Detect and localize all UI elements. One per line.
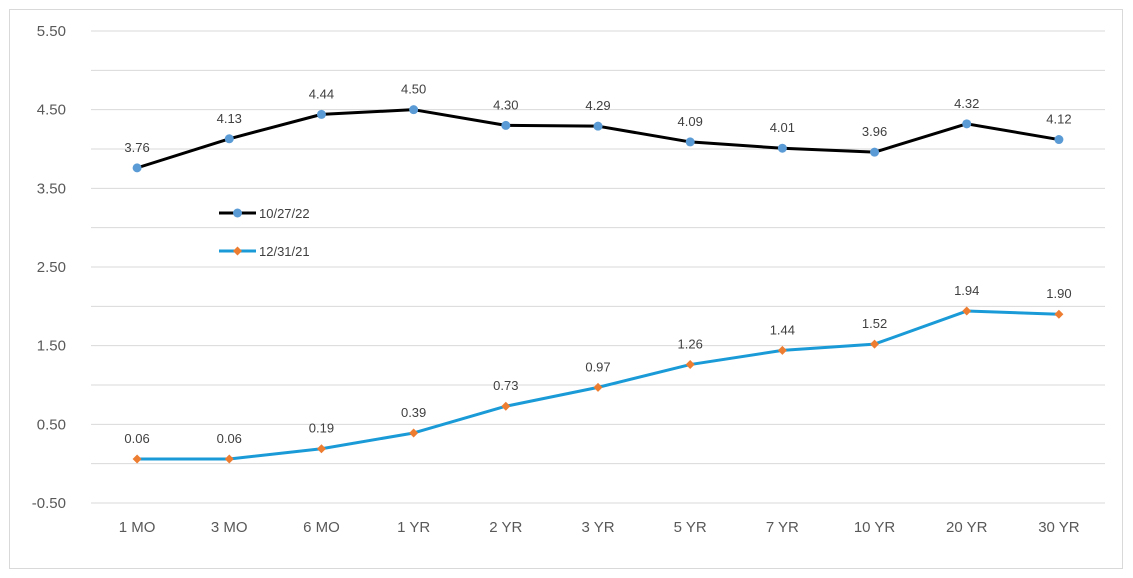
data-point xyxy=(316,444,326,454)
x-tick-label: 2 YR xyxy=(489,519,522,536)
y-tick-label: 1.50 xyxy=(37,338,66,355)
data-label: 1.44 xyxy=(770,322,795,337)
data-label: 0.73 xyxy=(493,378,518,393)
x-tick-label: 6 MO xyxy=(303,519,340,536)
x-tick-label: 3 YR xyxy=(581,519,614,536)
data-label: 4.09 xyxy=(678,114,703,129)
data-point xyxy=(132,454,142,464)
data-point xyxy=(409,428,419,438)
data-point xyxy=(685,137,695,147)
x-axis-labels: 1 MO 3 MO 6 MO 1 YR 2 YR 3 YR 5 YR 7 YR 10 YR 20 … xyxy=(119,519,1080,536)
data-label: 4.13 xyxy=(217,111,242,126)
data-label: 1.94 xyxy=(954,283,979,298)
legend-label: 12/31/21 xyxy=(259,244,310,259)
data-label: 4.50 xyxy=(401,82,426,97)
data-point xyxy=(962,306,972,316)
chart-frame xyxy=(9,9,1123,569)
y-tick-label: -0.50 xyxy=(32,495,66,512)
data-label: 0.06 xyxy=(124,431,149,446)
data-point xyxy=(501,401,511,411)
x-tick-label: 1 YR xyxy=(397,519,430,536)
x-tick-label: 7 YR xyxy=(766,519,799,536)
data-label: 3.76 xyxy=(124,140,149,155)
series-secondary: 0.06 0.06 0.19 0.39 0.73 0.97 1.26 1.44 1.52 1.94… xyxy=(124,283,1072,464)
y-tick-label: 3.50 xyxy=(37,180,66,197)
data-point xyxy=(870,339,880,349)
y-tick-label: 0.50 xyxy=(37,416,66,433)
x-tick-label: 20 YR xyxy=(946,519,988,536)
data-label: 1.52 xyxy=(862,316,887,331)
data-label: 0.39 xyxy=(401,405,426,420)
gridlines xyxy=(91,30,1105,504)
data-point xyxy=(501,120,511,130)
data-label: 1.26 xyxy=(678,337,703,352)
data-label: 0.06 xyxy=(217,431,242,446)
data-point xyxy=(777,345,787,355)
data-point xyxy=(962,119,972,129)
data-label: 3.96 xyxy=(862,124,887,139)
x-tick-label: 10 YR xyxy=(854,519,896,536)
data-label: 4.29 xyxy=(585,98,610,113)
x-tick-label: 5 YR xyxy=(674,519,707,536)
data-point xyxy=(685,360,695,370)
data-point xyxy=(409,105,419,115)
y-tick-label: 5.50 xyxy=(37,23,66,40)
data-label: 0.97 xyxy=(585,359,610,374)
data-point xyxy=(316,109,326,119)
data-label: 4.32 xyxy=(954,96,979,111)
data-point xyxy=(132,163,142,173)
x-tick-label: 3 MO xyxy=(211,519,248,536)
data-label: 4.44 xyxy=(309,86,334,101)
legend-label: 10/27/22 xyxy=(259,206,310,221)
legend-marker xyxy=(233,246,242,256)
legend-item: 12/31/21 xyxy=(219,244,310,259)
data-point xyxy=(1054,309,1064,319)
legend-marker xyxy=(233,208,242,218)
data-label: 1.90 xyxy=(1046,286,1071,301)
data-point xyxy=(777,143,787,153)
x-tick-label: 30 YR xyxy=(1038,519,1080,536)
data-point xyxy=(1054,135,1064,145)
y-tick-label: 4.50 xyxy=(37,102,66,119)
data-point xyxy=(593,121,603,131)
legend: 10/27/22 12/31/21 xyxy=(219,206,310,259)
legend-item: 10/27/22 xyxy=(219,206,310,221)
series-line xyxy=(135,108,1061,170)
data-label: 4.01 xyxy=(770,120,795,135)
data-point xyxy=(224,454,234,464)
data-label: 0.19 xyxy=(309,421,334,436)
y-axis-labels: 5.50 4.50 3.50 2.50 1.50 0.50 -0.50 xyxy=(32,23,66,512)
y-tick-label: 2.50 xyxy=(37,259,66,276)
data-point xyxy=(870,147,880,157)
data-label: 4.12 xyxy=(1046,112,1071,127)
series-primary: 3.76 4.13 4.44 4.50 4.30 4.29 4.09 4.01 3.96 4.32… xyxy=(124,82,1072,173)
x-tick-label: 1 MO xyxy=(119,519,156,536)
data-point xyxy=(593,382,603,392)
data-point xyxy=(224,134,234,144)
data-label: 4.30 xyxy=(493,97,518,112)
